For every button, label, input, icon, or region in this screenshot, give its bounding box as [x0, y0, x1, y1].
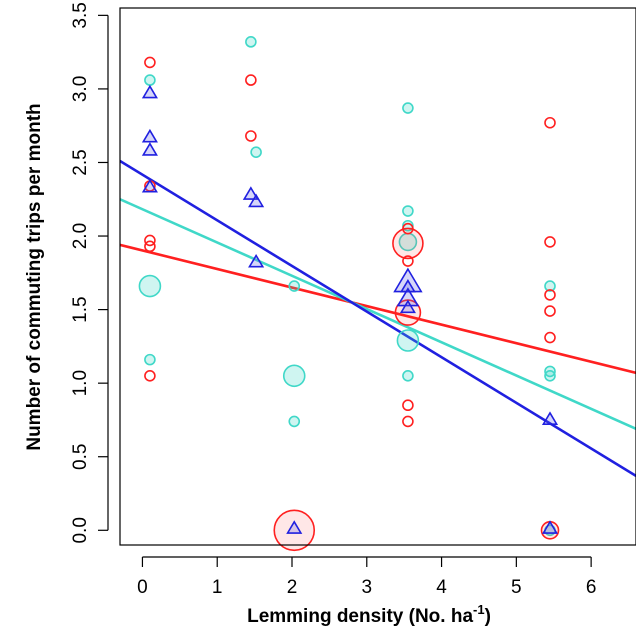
fit-line: [120, 159, 636, 477]
data-point-circle: [402, 415, 414, 428]
data-point-triangle: [141, 84, 158, 99]
x-tick-label: 0: [137, 577, 148, 598]
data-point-circle: [144, 240, 156, 253]
data-point-circle: [245, 130, 257, 142]
data-point-triangle: [541, 520, 559, 534]
data-point-circle: [273, 509, 316, 552]
data-point-circle: [544, 236, 556, 248]
data-point-circle: [544, 280, 556, 292]
data-point-triangle: [141, 128, 158, 143]
data-point-circle: [144, 56, 156, 69]
data-point-circle: [544, 305, 556, 317]
plot-frame: [119, 7, 636, 546]
data-point-circle: [544, 370, 556, 382]
data-point-circle: [245, 36, 257, 48]
data-point-circle: [544, 331, 556, 344]
y-tick-label: 2.0: [70, 223, 91, 249]
data-point-circle: [402, 255, 414, 267]
x-tick-label: 3: [361, 577, 372, 598]
y-tick-label: 3.5: [70, 2, 91, 28]
fit-line: [120, 198, 636, 430]
data-point-circle: [392, 227, 424, 260]
data-point-circle: [144, 234, 156, 247]
data-point-circle: [138, 274, 162, 298]
x-axis-title-main: Lemming density (No. ha: [247, 606, 473, 627]
y-tick-label: 3.0: [70, 76, 91, 102]
y-axis-title: Number of commuting trips per month: [24, 103, 45, 450]
data-point-circle: [402, 370, 414, 382]
x-tick-label: 4: [436, 577, 447, 598]
data-point-circle: [402, 205, 414, 217]
y-tick-label: 0.0: [70, 517, 91, 543]
axes: 0 1 2 3 4 5 6 0.0 0.5 1.0 1.5 2.0 2.5 3.0 3.5: [70, 2, 596, 598]
data-point-triangle: [286, 520, 303, 534]
x-tick-label: 1: [212, 577, 223, 598]
y-tick-label: 0.5: [70, 444, 91, 470]
data-point-triangle: [541, 411, 559, 425]
data-point-circle: [288, 415, 301, 428]
fit-lines: [120, 159, 636, 477]
data-point-circle: [144, 353, 156, 366]
data-point-triangle: [396, 287, 420, 307]
y-tick-label: 1.5: [70, 296, 91, 322]
data-point-triangle: [141, 142, 158, 156]
data-point-circle: [282, 364, 306, 388]
data-point-circle: [544, 116, 556, 129]
data-point-circle: [396, 329, 420, 352]
data-point-circle: [288, 280, 301, 292]
data-point-triangle: [141, 178, 158, 193]
x-tick-label: 2: [287, 577, 298, 598]
y-tick-label: 1.0: [70, 370, 91, 396]
data-point-triangle: [242, 186, 259, 200]
x-axis-title-superscript: -1: [473, 602, 485, 617]
data-point-circle: [402, 102, 414, 114]
data-point-circle: [250, 146, 262, 158]
x-tick-label: 6: [586, 577, 597, 598]
data-point-circle: [144, 74, 156, 86]
x-axis-title-close: ): [485, 606, 491, 627]
data-point-triangle: [399, 299, 416, 314]
fit-line: [120, 243, 636, 375]
data-point-circle: [544, 289, 556, 301]
x-axis-title: Lemming density (No. ha-1): [247, 602, 491, 627]
x-tick-label: 5: [511, 577, 522, 598]
y-tick-label: 2.5: [70, 149, 91, 175]
data-point-circle: [402, 399, 414, 412]
data-point-circle: [245, 74, 257, 86]
data-point-triangle: [399, 278, 416, 293]
data-point-triangle: [248, 193, 265, 208]
data-points: [138, 36, 560, 552]
data-point-triangle: [248, 253, 265, 268]
data-point-circle: [144, 370, 156, 382]
